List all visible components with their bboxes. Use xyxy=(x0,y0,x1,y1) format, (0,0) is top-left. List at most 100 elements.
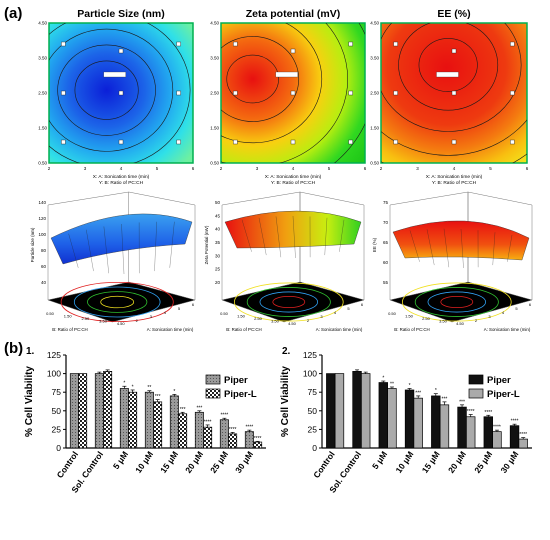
contour-y-tick: 0.50 xyxy=(38,161,47,166)
bar xyxy=(79,374,87,448)
design-point xyxy=(394,140,398,144)
bar xyxy=(361,374,370,448)
bar xyxy=(95,374,103,448)
bar xyxy=(104,371,112,448)
contour-x-tick: 4 xyxy=(292,166,295,171)
surface-z-tick: 65 xyxy=(383,240,389,245)
design-point xyxy=(291,49,295,53)
prediction-flag xyxy=(276,72,298,77)
contour-title: Particle Size (nm) xyxy=(77,8,165,20)
bar xyxy=(466,417,475,448)
significance-label: * xyxy=(173,389,175,395)
surface-x-tick: 2 xyxy=(307,318,310,323)
surface-y-label: B: Ratio of PC:CH xyxy=(394,327,429,332)
surface-x-tick: 2 xyxy=(475,318,478,323)
significance-label: **** xyxy=(519,432,527,438)
bar xyxy=(510,426,519,448)
prediction-flag xyxy=(104,72,126,77)
design-point xyxy=(61,91,65,95)
y-tick-label: 0 xyxy=(56,443,61,453)
design-point xyxy=(233,140,237,144)
bar xyxy=(245,432,253,448)
surface-z-label: Particle size (nm) xyxy=(30,227,35,262)
significance-label: **** xyxy=(229,427,237,433)
significance-label: **** xyxy=(220,413,228,419)
surface-x-tick: 6 xyxy=(529,302,532,307)
surface-y-tick: 4.50 xyxy=(288,321,297,326)
significance-label: **** xyxy=(484,410,492,416)
bar-chart-title: 1. xyxy=(26,346,35,357)
bar xyxy=(335,374,344,448)
surface-x-label: A: Sonication time (min) xyxy=(484,327,531,332)
y-tick-label: 50 xyxy=(52,406,62,416)
legend-swatch xyxy=(206,375,220,384)
significance-label: *** xyxy=(442,396,448,402)
y-tick-label: 100 xyxy=(47,369,61,379)
design-point xyxy=(510,91,514,95)
bar xyxy=(154,402,162,448)
legend-swatch xyxy=(469,375,483,384)
bar xyxy=(204,427,212,448)
contour-x-tick: 5 xyxy=(156,166,159,171)
surface-z-label: Zeta Potential (mV) xyxy=(204,225,209,264)
surface-z-tick: 45 xyxy=(215,213,221,218)
contour-y-tick: 0.50 xyxy=(370,161,379,166)
contour-x-tick: 3 xyxy=(416,166,419,171)
design-point xyxy=(61,140,65,144)
bar xyxy=(229,434,237,448)
surface-y-tick: 2.50 xyxy=(254,316,263,321)
contour-y-label: Y: B: Ratio of PC:CH xyxy=(432,180,477,186)
contour-y-tick: 1.50 xyxy=(210,126,219,131)
surface-z-tick: 25 xyxy=(215,267,221,272)
surface-z-tick: 40 xyxy=(215,227,221,232)
y-axis-label: % Cell Viability xyxy=(280,366,291,437)
design-point xyxy=(233,91,237,95)
prediction-flag xyxy=(436,72,458,77)
design-point xyxy=(394,91,398,95)
bar xyxy=(220,420,228,448)
bar xyxy=(195,412,203,448)
contour-x-tick: 2 xyxy=(380,166,383,171)
significance-label: **** xyxy=(245,425,253,431)
surface-z-label: EE (%) xyxy=(372,237,377,252)
bar xyxy=(254,442,262,448)
y-tick-label: 0 xyxy=(312,443,317,453)
surface-x-tick: 6 xyxy=(192,302,195,307)
bar xyxy=(431,396,440,448)
bar xyxy=(458,407,467,448)
bar xyxy=(129,392,137,448)
bar xyxy=(493,432,502,448)
y-axis-label: % Cell Viability xyxy=(24,366,35,437)
design-point xyxy=(119,140,123,144)
surface-x-tick: 5 xyxy=(347,306,350,311)
surface-z-tick: 60 xyxy=(41,264,47,269)
contour-x-label: X: A: Sonication time (min) xyxy=(265,174,322,180)
significance-label: **** xyxy=(493,425,501,431)
design-point xyxy=(233,42,237,46)
legend-label: Piper xyxy=(224,375,248,386)
contour-x-tick: 6 xyxy=(526,166,529,171)
surface-x-tick: 3 xyxy=(150,314,153,319)
bar xyxy=(405,390,414,448)
category-label: 10 μM xyxy=(393,449,415,474)
contour-y-label: Y: B: Ratio of PC:CH xyxy=(99,180,144,186)
design-point xyxy=(510,42,514,46)
contour-y-tick: 4.50 xyxy=(38,21,47,26)
category-label: 30 μM xyxy=(233,449,255,474)
surface-x-tick: 4 xyxy=(164,310,167,315)
category-label: Control xyxy=(311,449,337,479)
contour-x-tick: 3 xyxy=(256,166,259,171)
surface-z-tick: 55 xyxy=(383,280,389,285)
surface-y-tick: 1.50 xyxy=(405,314,414,319)
bar xyxy=(519,439,528,448)
contour-y-tick: 2.50 xyxy=(38,91,47,96)
surface-x-tick: 5 xyxy=(178,306,181,311)
surface-y-tick: 0.50 xyxy=(220,311,229,316)
contour-x-tick: 5 xyxy=(489,166,492,171)
surface-x-tick: 6 xyxy=(361,302,364,307)
category-label: 15 μM xyxy=(158,449,180,474)
